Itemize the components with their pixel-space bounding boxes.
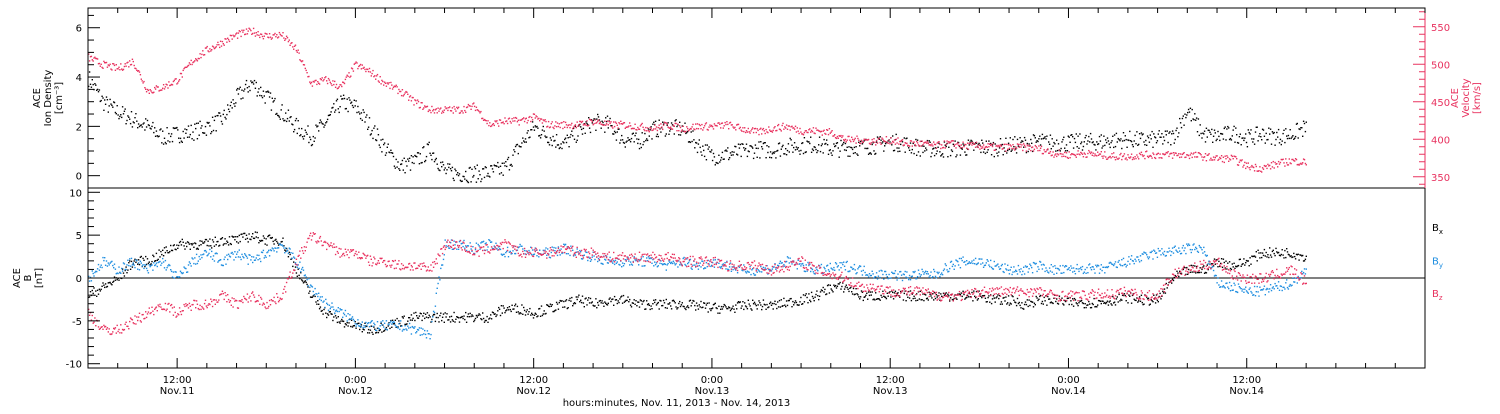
x-tick-date: Nov.13	[695, 386, 730, 397]
velocity-tick-label: 550	[1431, 23, 1450, 34]
x-tick-time: 0:00	[701, 375, 723, 386]
velocity-ylabel-line-1: Velocity	[1461, 78, 1472, 117]
velocity-tick-label: 350	[1431, 173, 1450, 184]
x-tick-date: Nov.12	[516, 386, 551, 397]
x-tick-time: 12:00	[876, 375, 905, 386]
density-ylabel-line-1: Ion Density	[43, 70, 54, 127]
b-ylabel-line-2: [nT]	[34, 268, 45, 288]
b-tick-label: 5	[76, 231, 82, 242]
b-tick-label: -10	[66, 360, 82, 371]
b-tick-label: 0	[76, 274, 82, 285]
velocity-tick-label: 500	[1431, 60, 1450, 71]
velocity-ylabel-line-0: ACE	[1450, 88, 1461, 108]
density-tick-label: 4	[76, 73, 82, 84]
density-tick-label: 0	[76, 172, 82, 183]
x-tick-time: 12:00	[519, 375, 548, 386]
density-tick-label: 2	[76, 122, 82, 133]
velocity-tick-label: 450	[1431, 98, 1450, 109]
x-tick-date: Nov.14	[1229, 386, 1264, 397]
x-tick-time: 0:00	[1057, 375, 1079, 386]
x-tick-date: Nov.12	[338, 386, 373, 397]
x-tick-time: 12:00	[163, 375, 192, 386]
x-tick-date: Nov.11	[160, 386, 195, 397]
x-tick-time: 0:00	[344, 375, 366, 386]
b-tick-label: -5	[72, 317, 82, 328]
velocity-ylabel-line-2: [km/s]	[1472, 82, 1483, 114]
b-ylabel-line-1: B	[23, 274, 34, 281]
x-axis-label: hours:minutes, Nov. 11, 2013 - Nov. 14, …	[563, 398, 791, 409]
x-tick-date: Nov.13	[873, 386, 908, 397]
b-ylabel-line-0: ACE	[12, 268, 23, 288]
density-ylabel-line-2: [cm⁻³]	[54, 82, 65, 114]
velocity-tick-label: 400	[1431, 135, 1450, 146]
x-tick-time: 12:00	[1232, 375, 1261, 386]
density-ylabel-line-0: ACE	[32, 88, 43, 108]
density-tick-label: 6	[76, 24, 82, 35]
b-tick-label: 10	[69, 188, 82, 199]
x-tick-date: Nov.14	[1051, 386, 1086, 397]
